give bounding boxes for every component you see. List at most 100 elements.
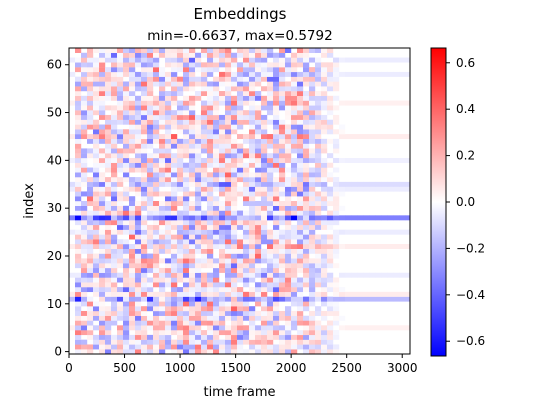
heatmap-cell	[177, 181, 184, 187]
heatmap-cell	[81, 62, 88, 68]
heatmap-cell	[315, 325, 322, 331]
heatmap-cell	[129, 76, 136, 82]
heatmap-cell	[69, 215, 76, 221]
heatmap-cell	[237, 162, 244, 168]
heatmap-cell	[141, 215, 148, 221]
heatmap-cell	[237, 86, 244, 92]
heatmap-cell	[249, 172, 256, 178]
heatmap-cell	[327, 349, 334, 354]
heatmap-cell	[273, 143, 280, 149]
heatmap-cell	[333, 253, 340, 259]
heatmap-cell	[231, 153, 238, 159]
heatmap-cell	[129, 186, 136, 192]
heatmap-cell	[333, 296, 340, 302]
heatmap-cell	[225, 110, 232, 116]
heatmap-cell	[75, 181, 82, 187]
heatmap-cell	[237, 105, 244, 111]
heatmap-cell	[255, 334, 262, 340]
heatmap-cell	[351, 325, 358, 331]
heatmap-cell	[201, 282, 208, 288]
heatmap-cell	[267, 119, 274, 125]
heatmap-cell	[123, 81, 130, 87]
heatmap-cell	[225, 157, 232, 163]
heatmap-cell	[141, 258, 148, 264]
heatmap-cell	[255, 205, 262, 211]
heatmap-cell	[387, 229, 394, 235]
heatmap-cell	[405, 244, 410, 250]
colorbar-tick-label: 0.0	[456, 195, 475, 209]
heatmap-cell	[321, 220, 328, 226]
heatmap-cell	[141, 186, 148, 192]
heatmap-cell	[303, 91, 310, 97]
heatmap-cell	[165, 330, 172, 336]
heatmap-cell	[381, 57, 388, 63]
heatmap-cell	[117, 91, 124, 97]
heatmap-cell	[237, 234, 244, 240]
heatmap-cell	[99, 325, 106, 331]
heatmap-cell	[393, 215, 400, 221]
heatmap-cell	[75, 344, 82, 350]
heatmap-cell	[273, 310, 280, 316]
heatmap-cell	[183, 48, 190, 53]
heatmap-cell	[177, 143, 184, 149]
heatmap-cell	[153, 277, 160, 283]
heatmap-cell	[297, 157, 304, 163]
heatmap-cell	[207, 105, 214, 111]
heatmap-cell	[291, 105, 298, 111]
heatmap-cell	[309, 167, 316, 173]
heatmap-cell	[273, 239, 280, 245]
heatmap-cell	[117, 167, 124, 173]
heatmap-cell	[135, 52, 142, 58]
heatmap-cell	[189, 334, 196, 340]
heatmap-cell	[393, 71, 400, 77]
heatmap-cell	[243, 100, 250, 106]
heatmap-cell	[117, 110, 124, 116]
heatmap-cell	[291, 143, 298, 149]
heatmap-cell	[183, 57, 190, 63]
heatmap-cell	[333, 57, 340, 63]
heatmap-cell	[183, 201, 190, 206]
heatmap-cell	[111, 349, 118, 354]
heatmap-cell	[231, 191, 238, 197]
heatmap-cell	[99, 62, 106, 68]
heatmap-cell	[255, 76, 262, 82]
heatmap-cell	[327, 220, 334, 226]
heatmap-cell	[285, 86, 292, 92]
heatmap-cell	[297, 181, 304, 187]
heatmap-cell	[219, 330, 226, 336]
heatmap-cell	[99, 344, 106, 350]
heatmap-cell	[303, 296, 310, 302]
heatmap-cell	[255, 267, 262, 273]
heatmap-cell	[279, 153, 286, 159]
heatmap-cell	[165, 191, 172, 197]
heatmap-cell	[81, 181, 88, 187]
heatmap-cell	[333, 282, 340, 288]
heatmap-cell	[291, 114, 298, 120]
heatmap-cell	[165, 71, 172, 77]
heatmap-cell	[201, 263, 208, 269]
heatmap-cell	[219, 143, 226, 149]
heatmap-cell	[321, 291, 328, 297]
heatmap-cell	[75, 196, 82, 202]
heatmap-cell	[309, 138, 316, 144]
heatmap-cell	[237, 210, 244, 216]
heatmap-cell	[195, 81, 202, 87]
heatmap-cell	[261, 62, 268, 68]
heatmap-cell	[171, 52, 178, 58]
heatmap-cell	[93, 220, 100, 226]
heatmap-cell	[147, 263, 154, 269]
heatmap-cell	[261, 320, 268, 326]
heatmap-cell	[93, 310, 100, 316]
heatmap-cell	[231, 167, 238, 173]
heatmap-cell	[81, 81, 88, 87]
heatmap-cell	[93, 57, 100, 63]
heatmap-cell	[99, 110, 106, 116]
heatmap-cell	[153, 330, 160, 336]
heatmap-cell	[261, 48, 268, 53]
heatmap-cell	[219, 244, 226, 250]
heatmap-cell	[285, 282, 292, 288]
heatmap-cell	[117, 95, 124, 101]
heatmap-cell	[285, 339, 292, 345]
heatmap-cell	[159, 325, 166, 331]
heatmap-cell	[231, 229, 238, 235]
